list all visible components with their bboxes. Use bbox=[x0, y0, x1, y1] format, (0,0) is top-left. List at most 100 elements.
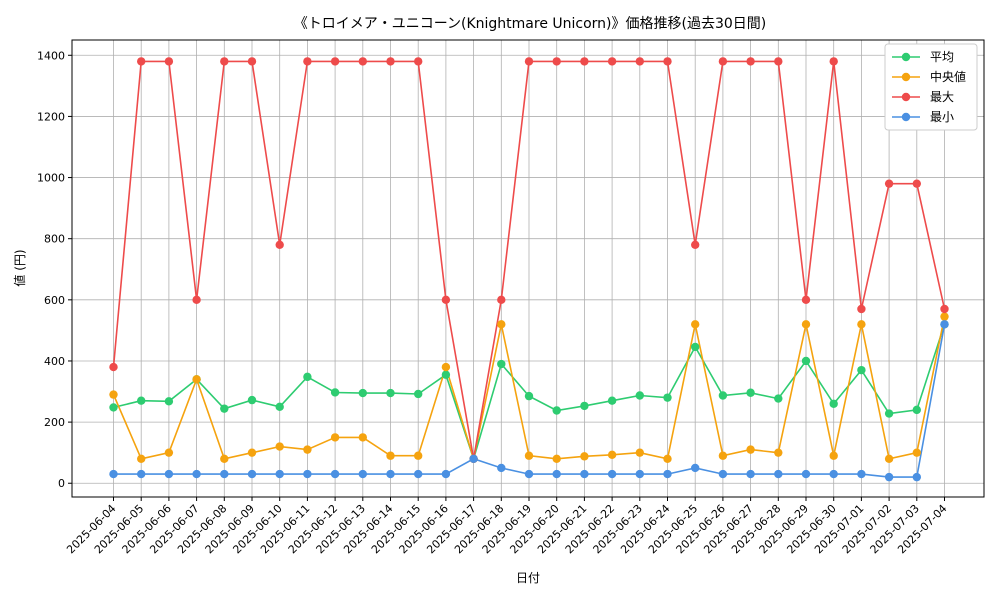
y-tick-label: 1200 bbox=[37, 110, 65, 123]
legend-label: 最大 bbox=[930, 90, 954, 104]
data-point-最大 bbox=[109, 362, 118, 372]
data-point-最小 bbox=[164, 469, 174, 479]
data-point-最小 bbox=[940, 320, 949, 329]
data-point-最小 bbox=[691, 463, 700, 473]
data-point-平均 bbox=[414, 389, 423, 399]
y-tick-label: 0 bbox=[58, 477, 65, 490]
y-tick-label: 400 bbox=[44, 355, 65, 368]
data-point-中央値 bbox=[663, 454, 672, 463]
data-point-最大 bbox=[497, 295, 506, 305]
data-point-平均 bbox=[275, 402, 284, 412]
data-point-平均 bbox=[829, 399, 838, 408]
data-point-最大 bbox=[635, 57, 644, 66]
data-point-中央値 bbox=[164, 448, 174, 457]
data-point-中央値 bbox=[497, 320, 506, 329]
data-point-最小 bbox=[330, 469, 340, 479]
data-point-最小 bbox=[469, 454, 478, 463]
data-point-最小 bbox=[414, 469, 423, 479]
data-point-最大 bbox=[912, 179, 921, 188]
data-point-中央値 bbox=[829, 451, 838, 460]
y-axis-ticks: 0 200 400 600 800 1000 1200 1400 bbox=[37, 49, 72, 490]
data-point-中央値 bbox=[580, 452, 589, 461]
data-point-平均 bbox=[912, 405, 921, 415]
legend-marker bbox=[901, 112, 911, 122]
data-point-中央値 bbox=[330, 433, 340, 442]
data-point-最小 bbox=[635, 469, 644, 479]
y-tick-label: 1400 bbox=[37, 49, 65, 62]
data-point-中央値 bbox=[691, 320, 700, 329]
data-point-最小 bbox=[358, 469, 367, 479]
data-point-平均 bbox=[691, 342, 700, 352]
data-point-中央値 bbox=[137, 454, 146, 463]
data-point-中央値 bbox=[358, 433, 367, 442]
data-point-平均 bbox=[524, 391, 534, 401]
data-point-中央値 bbox=[441, 362, 451, 372]
data-point-中央値 bbox=[524, 451, 534, 460]
y-tick-label: 200 bbox=[44, 416, 65, 429]
data-point-最大 bbox=[718, 57, 728, 66]
data-point-最小 bbox=[912, 472, 921, 482]
data-point-最小 bbox=[884, 472, 894, 482]
data-point-最大 bbox=[801, 295, 811, 305]
data-point-最大 bbox=[275, 240, 284, 250]
data-point-最大 bbox=[580, 57, 589, 66]
data-point-最大 bbox=[441, 295, 451, 305]
series-points bbox=[109, 57, 949, 482]
y-tick-label: 800 bbox=[44, 233, 65, 246]
y-tick-label: 1000 bbox=[37, 172, 65, 185]
data-point-平均 bbox=[247, 395, 257, 405]
data-point-最大 bbox=[330, 57, 340, 66]
data-point-中央値 bbox=[275, 442, 284, 451]
data-point-最小 bbox=[774, 469, 783, 479]
data-point-最小 bbox=[829, 469, 838, 479]
plot-frame bbox=[71, 39, 985, 498]
data-point-中央値 bbox=[414, 451, 423, 460]
grid-lines bbox=[72, 40, 984, 497]
data-point-最大 bbox=[746, 57, 755, 66]
data-point-最小 bbox=[386, 469, 395, 479]
data-point-平均 bbox=[857, 365, 866, 375]
data-point-最大 bbox=[857, 304, 866, 314]
data-point-最大 bbox=[691, 240, 700, 250]
data-point-平均 bbox=[358, 388, 367, 398]
data-point-中央値 bbox=[940, 312, 949, 321]
data-point-最小 bbox=[718, 469, 728, 479]
data-point-最小 bbox=[441, 469, 451, 479]
data-point-平均 bbox=[497, 359, 506, 369]
data-point-平均 bbox=[386, 388, 395, 398]
data-point-最大 bbox=[524, 57, 534, 66]
data-point-中央値 bbox=[303, 445, 312, 454]
data-point-平均 bbox=[109, 403, 118, 412]
data-point-最大 bbox=[552, 57, 561, 66]
data-point-最大 bbox=[247, 57, 257, 66]
data-point-最大 bbox=[358, 57, 367, 66]
data-point-平均 bbox=[164, 397, 174, 406]
chart-title: 《トロイメア・ユニコーン(Knightmare Unicorn)》価格推移(過去… bbox=[294, 16, 767, 32]
data-point-最大 bbox=[303, 57, 312, 66]
data-point-平均 bbox=[552, 406, 561, 415]
data-point-中央値 bbox=[552, 454, 561, 463]
data-point-中央値 bbox=[386, 451, 395, 460]
data-point-最大 bbox=[164, 57, 174, 66]
data-point-最小 bbox=[497, 463, 506, 473]
data-point-最小 bbox=[607, 469, 617, 479]
data-point-平均 bbox=[330, 388, 340, 397]
data-point-中央値 bbox=[192, 375, 201, 384]
data-point-中央値 bbox=[718, 451, 728, 460]
data-point-平均 bbox=[635, 391, 644, 400]
data-point-平均 bbox=[801, 356, 811, 366]
legend-label: 中央値 bbox=[930, 69, 966, 84]
data-point-中央値 bbox=[912, 448, 921, 457]
data-point-中央値 bbox=[607, 450, 617, 460]
data-point-平均 bbox=[137, 396, 146, 405]
data-point-最小 bbox=[524, 469, 534, 479]
data-point-中央値 bbox=[635, 448, 644, 457]
data-point-平均 bbox=[718, 391, 728, 400]
data-point-最大 bbox=[884, 179, 894, 188]
data-point-最大 bbox=[663, 57, 672, 66]
data-point-中央値 bbox=[801, 320, 811, 329]
data-point-中央値 bbox=[857, 320, 866, 329]
data-point-平均 bbox=[441, 370, 451, 379]
